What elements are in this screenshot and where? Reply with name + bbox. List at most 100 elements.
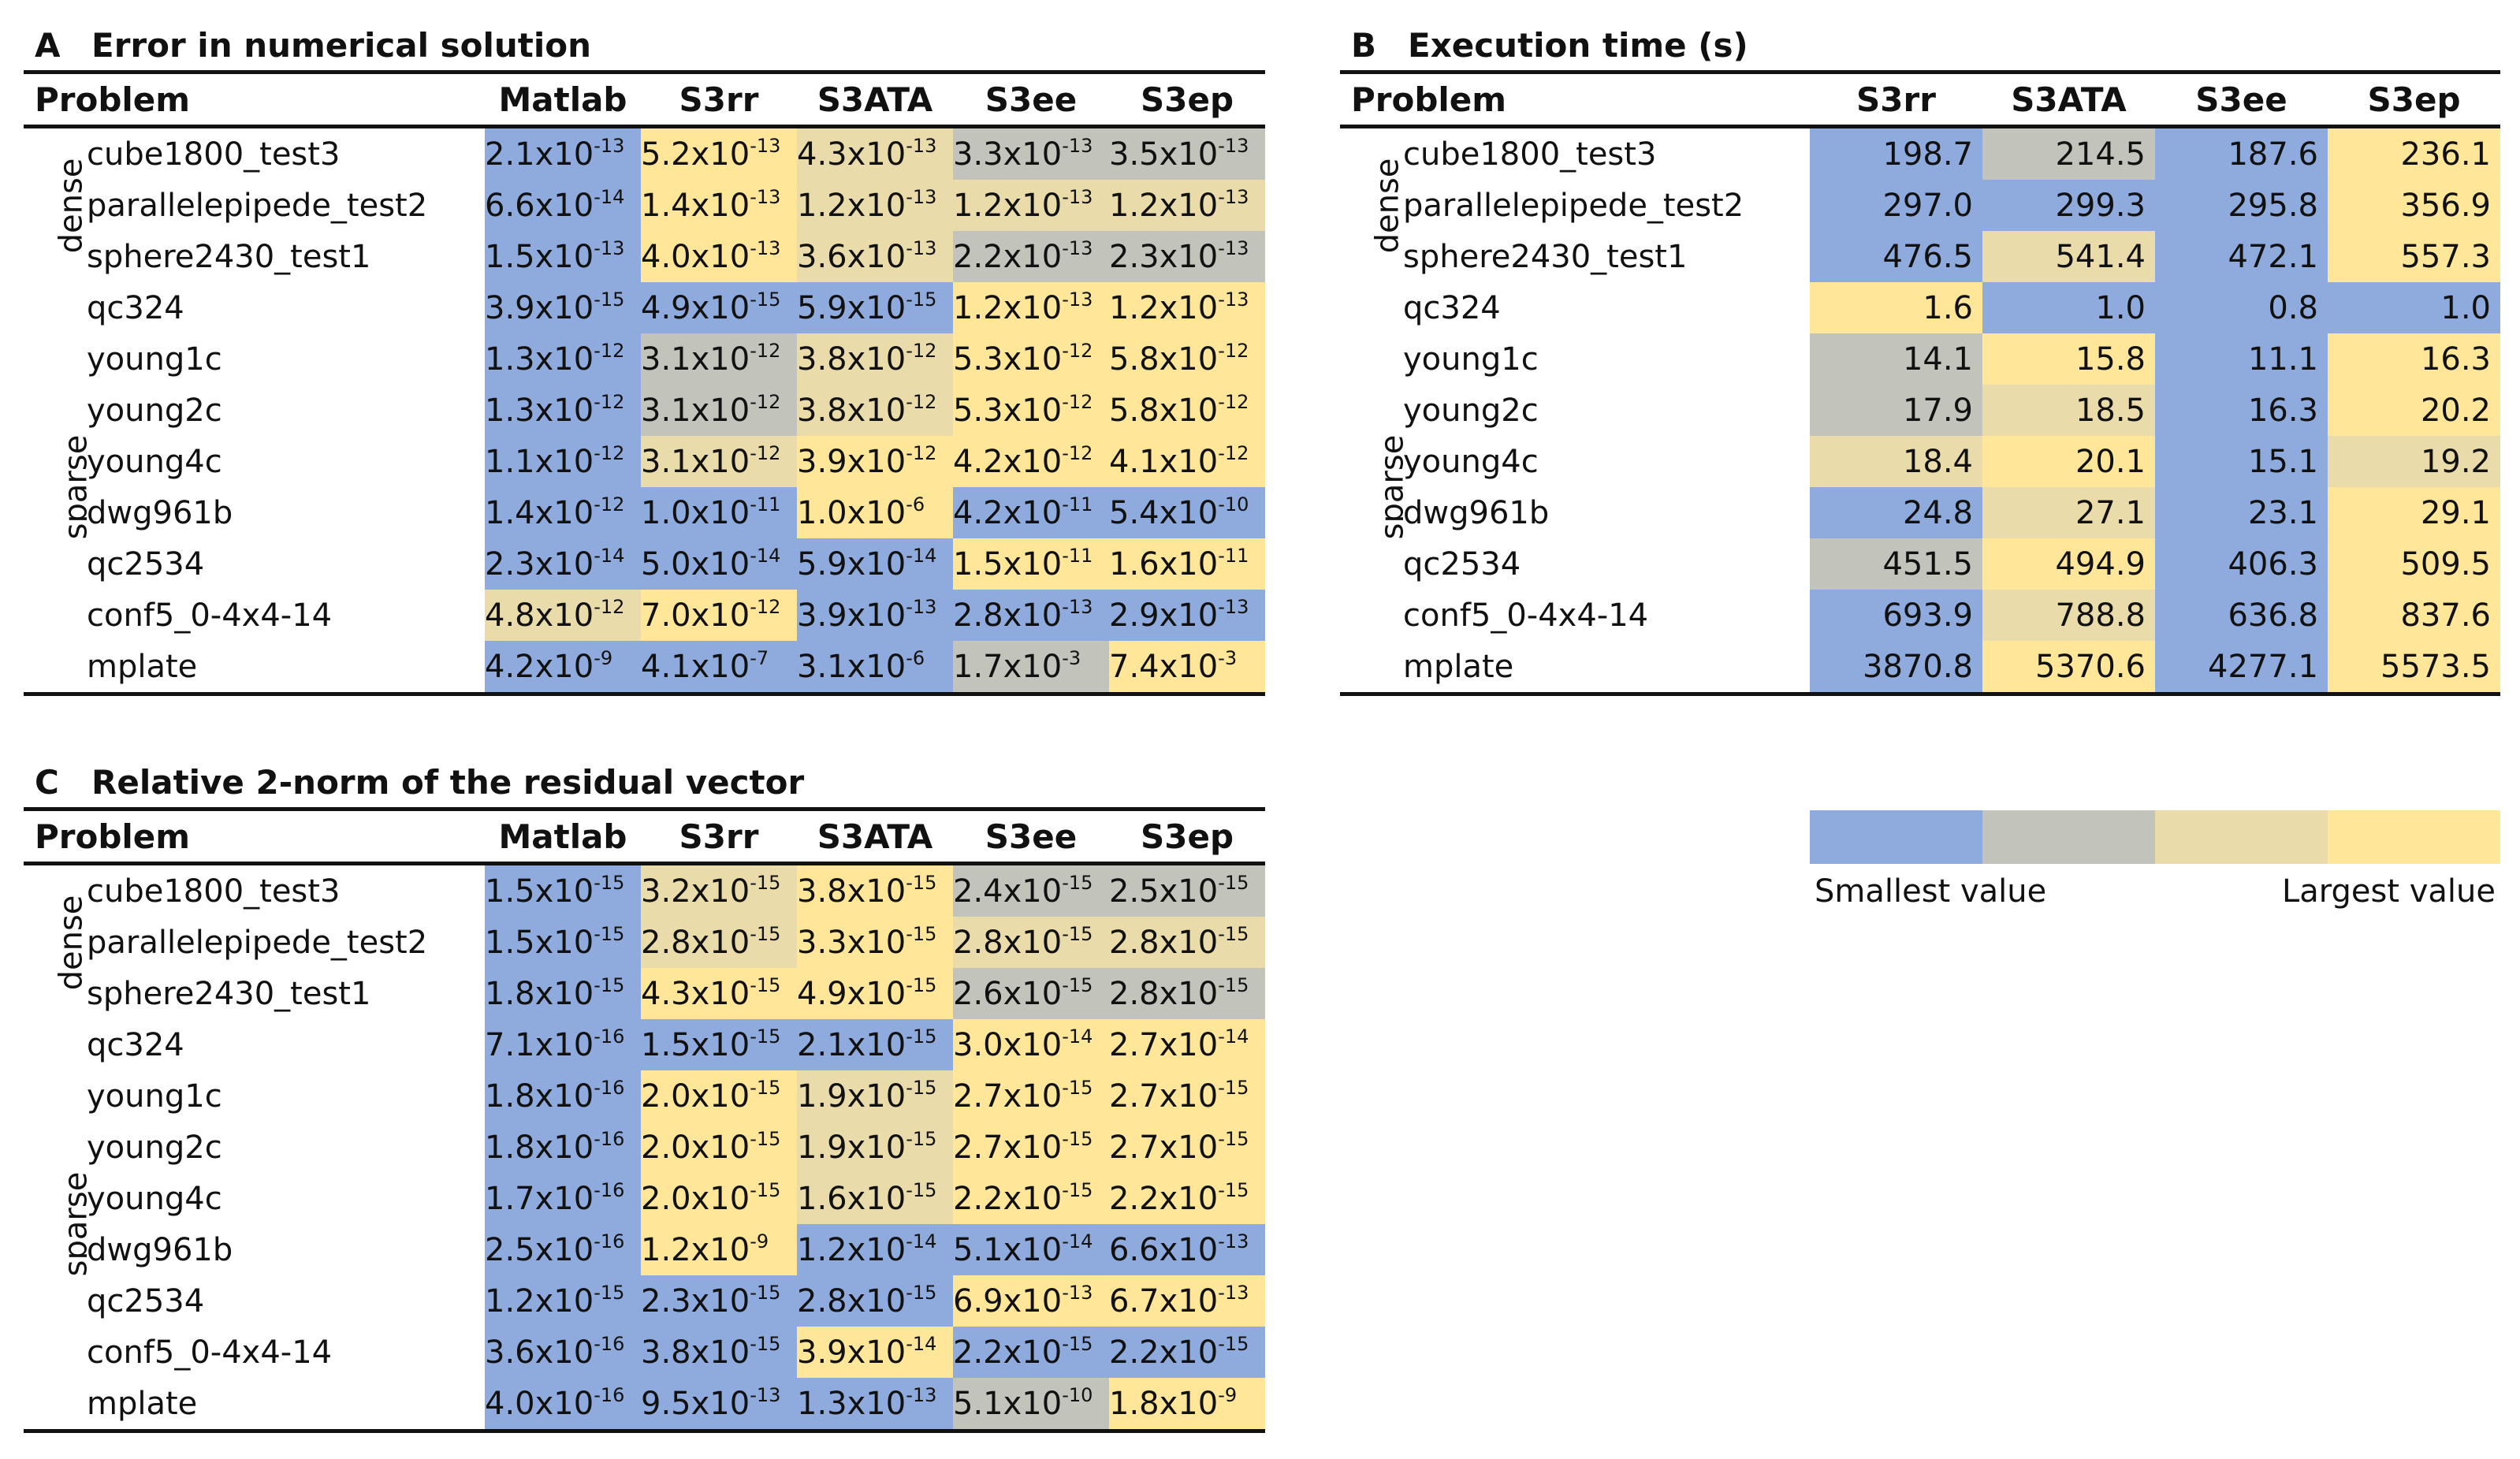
exponent: -13 [594, 134, 625, 157]
value-cell: 2.2x10-15 [1109, 1327, 1265, 1378]
problem-name: cube1800_test3 [87, 873, 341, 910]
value-cell: 11.1 [2155, 333, 2328, 385]
value-cell: 1.0 [2328, 282, 2500, 333]
exponent: -12 [594, 390, 625, 413]
table-row: conf5_0-4x4-14 4.8x10-12 7.0x10-12 3.9x10-1… [24, 590, 1265, 641]
table-row: sphere2430_test1 1.8x10-15 4.3x10-15 4.9x10… [24, 968, 1265, 1019]
value-cell: 1.0x10-6 [797, 487, 953, 538]
exponent: -16 [594, 1230, 625, 1252]
legend-swatch-1 [1810, 810, 1982, 864]
column-header-s3ee: S3ee [2155, 72, 2328, 128]
column-header-s3ata: S3ATA [797, 72, 953, 128]
problem-name: young2c [87, 1129, 222, 1166]
exponent: -13 [1218, 288, 1249, 311]
group-label-text: sparse [1374, 434, 1403, 540]
value-cell: 3.1x10-6 [797, 641, 953, 694]
exponent: -15 [1062, 1127, 1093, 1150]
problem-name: dwg961b [87, 1231, 233, 1268]
value-cell: 4.1x10-7 [641, 641, 797, 694]
value-cell: 2.8x10-15 [953, 917, 1109, 968]
value-cell: 9.5x10-13 [641, 1378, 797, 1431]
exponent: -15 [906, 973, 937, 996]
value-cell: 1.2x10-15 [485, 1275, 641, 1327]
exponent: -15 [906, 1076, 937, 1099]
value-cell: 3.9x10-14 [797, 1327, 953, 1378]
value-cell: 3.6x10-16 [485, 1327, 641, 1378]
exponent: -13 [906, 134, 937, 157]
table-row: dwg961b 24.8 27.1 23.1 29.1 [1340, 487, 2500, 538]
group-label-sparse: sparse [1340, 282, 1403, 694]
value-cell: 1.8x10-16 [485, 1070, 641, 1122]
value-cell: 1.9x10-15 [797, 1122, 953, 1173]
legend-swatch-2 [1982, 810, 2155, 864]
problem-name: dwg961b [87, 494, 233, 531]
value-cell: 6.6x10-13 [1109, 1224, 1265, 1275]
value-cell: 788.8 [1982, 590, 2155, 641]
value-cell: 2.8x10-15 [1109, 968, 1265, 1019]
exponent: -14 [906, 1332, 937, 1355]
color-legend: Smallest value Largest value [1810, 810, 2500, 910]
value-cell: 4277.1 [2155, 641, 2328, 694]
problem-header: Problem [24, 72, 485, 128]
table-row: conf5_0-4x4-14 693.9 788.8 636.8 837.6 [1340, 590, 2500, 641]
exponent: -16 [594, 1127, 625, 1150]
problem-name: young2c [1403, 392, 1539, 429]
value-cell: 299.3 [1982, 180, 2155, 231]
exponent: -14 [1062, 1025, 1093, 1048]
exponent: -13 [906, 185, 937, 208]
value-cell: 1.5x10-15 [641, 1019, 797, 1070]
value-cell: 3.8x10-15 [641, 1327, 797, 1378]
value-cell: 2.7x10-15 [953, 1070, 1109, 1122]
exponent: -13 [1062, 595, 1093, 618]
exponent: -12 [594, 595, 625, 618]
value-cell: 1.4x10-13 [641, 180, 797, 231]
exponent: -15 [750, 871, 781, 894]
value-cell: 5.1x10-14 [953, 1224, 1109, 1275]
value-cell: 5.9x10-14 [797, 538, 953, 590]
exponent: -12 [750, 339, 781, 362]
table-header: Problem Matlab S3rr S3ATA S3ee S3ep [24, 809, 1265, 865]
problem-name: young1c [1403, 341, 1539, 378]
group-label-dense: dense [24, 864, 87, 1020]
exponent: -15 [906, 1178, 937, 1201]
value-cell: 17.9 [1810, 385, 1982, 436]
exponent: -15 [1218, 1127, 1249, 1150]
problem-name: young1c [87, 1078, 222, 1115]
column-header-s3ep: S3ep [1109, 72, 1265, 128]
exponent: -15 [1062, 871, 1093, 894]
value-cell: 5.4x10-10 [1109, 487, 1265, 538]
value-cell: 509.5 [2328, 538, 2500, 590]
value-cell: 2.6x10-15 [953, 968, 1109, 1019]
exponent: -11 [1062, 493, 1093, 515]
value-cell: 15.1 [2155, 436, 2328, 487]
table-row: dense cube1800_test3 2.1x10-13 5.2x10-13 4.3… [24, 126, 1265, 253]
table-body: dense cube1800_test3 2.1x10-13 5.2x10-13 4.3… [24, 126, 1265, 694]
value-cell: 23.1 [2155, 487, 2328, 538]
exponent: -15 [1062, 973, 1093, 996]
header-row: Problem Matlab S3rr S3ATA S3ee S3ep [24, 72, 1265, 128]
value-cell: 1.8x10-15 [485, 968, 641, 1019]
legend-smallest-label: Smallest value [1815, 873, 2047, 910]
table-row: sparse qc324 3.9x10-15 4.9x10-15 5.9x10-15 1.… [24, 282, 1265, 539]
table-row: parallelepipede_test2 297.0 299.3 295.8 356.… [1340, 180, 2500, 231]
exponent: -13 [1218, 1281, 1249, 1304]
table-row: dense cube1800_test3 198.7 214.5 187.6 236.1 [1340, 126, 2500, 253]
table-row: sparse qc324 7.1x10-16 1.5x10-15 2.1x10-15 3.… [24, 1019, 1265, 1276]
exponent: -15 [1218, 1076, 1249, 1099]
value-cell: 2.4x10-15 [953, 863, 1109, 917]
exponent: -16 [594, 1076, 625, 1099]
table-row: young4c 1.7x10-16 2.0x10-15 1.6x10-15 2.2x10… [24, 1173, 1265, 1224]
panel-b-title: B Execution time (s) [1340, 20, 2500, 70]
value-cell: 451.5 [1810, 538, 1982, 590]
value-cell: 1.6x10-15 [797, 1173, 953, 1224]
value-cell: 1.2x10-13 [953, 180, 1109, 231]
exponent: -13 [1218, 1230, 1249, 1252]
legend-swatch-3 [2155, 810, 2328, 864]
panel-b: B Execution time (s) Problem S3rr S3ATA S3e… [1340, 20, 2500, 696]
column-header-matlab: Matlab [485, 72, 641, 128]
value-cell: 3.9x10-15 [485, 282, 641, 333]
value-cell: 1.1x10-12 [485, 436, 641, 487]
group-label-sparse: sparse [24, 282, 87, 694]
table-body: dense cube1800_test3 1.5x10-15 3.2x10-15 3.8… [24, 863, 1265, 1431]
exponent: -15 [594, 871, 625, 894]
